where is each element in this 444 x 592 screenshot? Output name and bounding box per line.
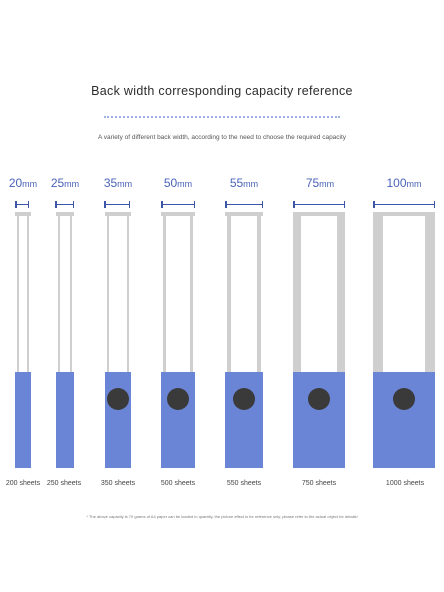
spine-label-window xyxy=(373,216,435,372)
binder-spine xyxy=(373,212,435,468)
width-label: 100mm xyxy=(386,176,422,190)
width-dimension-line xyxy=(55,201,74,208)
capacity-label: 750 sheets xyxy=(301,480,337,487)
width-label: 20mm xyxy=(8,176,38,190)
title-divider xyxy=(104,116,340,118)
finger-hole xyxy=(393,388,415,410)
binder-spine xyxy=(56,212,74,468)
spine-label-window xyxy=(163,216,193,372)
spine-color-band xyxy=(15,372,31,468)
width-dimension-line xyxy=(104,201,130,208)
spine-cap xyxy=(293,212,345,216)
spine-color-band xyxy=(293,372,345,468)
binder-spine xyxy=(293,212,345,468)
width-label: 75mm xyxy=(305,176,335,190)
spine-cap xyxy=(105,212,131,216)
spine-cap xyxy=(225,212,263,216)
spine-label-window xyxy=(227,216,261,372)
page-subtitle: A variety of different back width, accor… xyxy=(97,134,347,141)
spine-cap xyxy=(161,212,195,216)
finger-hole xyxy=(167,388,189,410)
capacity-label: 350 sheets xyxy=(100,480,136,487)
width-dimension-line xyxy=(15,201,29,208)
width-label: 35mm xyxy=(103,176,133,190)
spine-color-band xyxy=(56,372,74,468)
finger-hole xyxy=(308,388,330,410)
spine-label-window xyxy=(17,216,29,372)
width-dimension-line xyxy=(293,201,345,208)
binder-spine xyxy=(15,212,31,468)
spine-cap xyxy=(15,212,31,216)
spine-cap xyxy=(56,212,74,216)
capacity-label: 200 sheets xyxy=(5,480,41,487)
spine-color-band xyxy=(225,372,263,468)
width-dimension-line xyxy=(161,201,195,208)
capacity-label: 1000 sheets xyxy=(385,480,425,487)
finger-hole xyxy=(233,388,255,410)
capacity-label: 550 sheets xyxy=(226,480,262,487)
spine-label-window xyxy=(293,216,345,372)
capacity-label: 250 sheets xyxy=(46,480,82,487)
width-dimension-line xyxy=(373,201,435,208)
binder-spine xyxy=(161,212,195,468)
binder-spine xyxy=(105,212,131,468)
spine-color-band xyxy=(373,372,435,468)
footnote: * The above capacity is 70 grams of A4 p… xyxy=(86,514,358,519)
page-title: Back width corresponding capacity refere… xyxy=(91,84,353,98)
width-dimension-line xyxy=(225,201,263,208)
spine-label-window xyxy=(58,216,72,372)
width-label: 25mm xyxy=(50,176,80,190)
spine-color-band xyxy=(161,372,195,468)
width-label: 50mm xyxy=(163,176,193,190)
binder-spine xyxy=(225,212,263,468)
spine-label-window xyxy=(107,216,129,372)
finger-hole xyxy=(107,388,129,410)
capacity-label: 500 sheets xyxy=(160,480,196,487)
width-label: 55mm xyxy=(229,176,259,190)
spine-color-band xyxy=(105,372,131,468)
spine-cap xyxy=(373,212,435,216)
